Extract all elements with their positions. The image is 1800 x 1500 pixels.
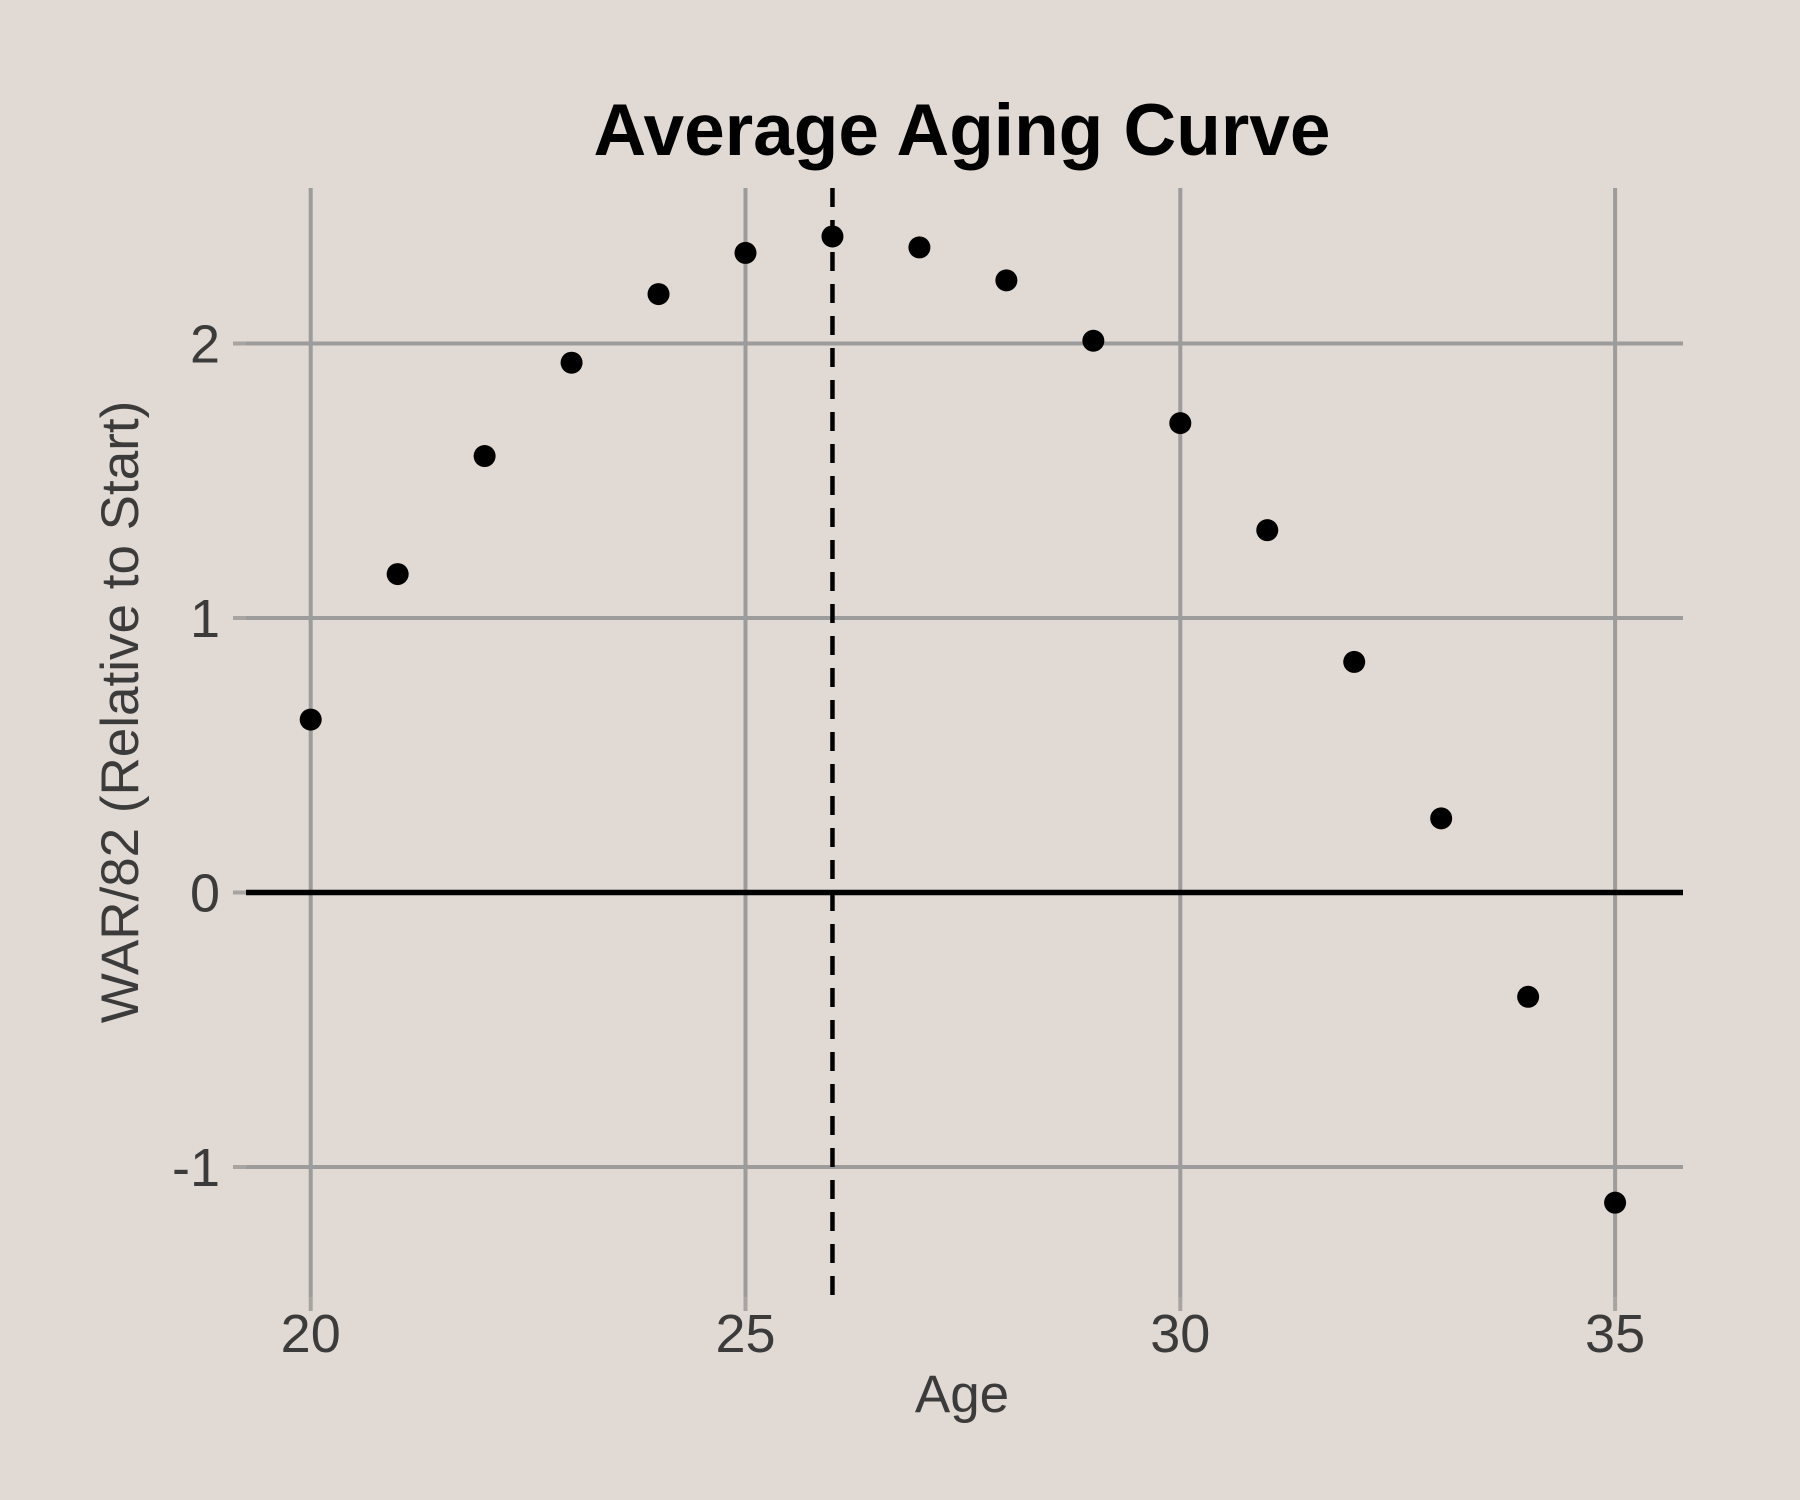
chart-title: Average Aging Curve	[594, 90, 1331, 171]
y-tick-label-0: 0	[190, 864, 220, 924]
data-point-age-32	[1343, 650, 1366, 673]
data-point-age-21	[386, 563, 409, 586]
data-points-group	[299, 225, 1627, 1214]
data-point-age-25	[734, 241, 757, 264]
y-tick-label--1: -1	[172, 1138, 220, 1198]
data-point-age-35	[1604, 1191, 1627, 1214]
x-tick-label-30: 30	[1150, 1304, 1210, 1364]
x-tick-label-35: 35	[1585, 1304, 1645, 1364]
gridlines-group	[246, 188, 1683, 1297]
data-point-age-31	[1256, 519, 1279, 542]
data-point-age-30	[1169, 412, 1192, 435]
data-point-age-29	[1082, 329, 1105, 352]
data-point-age-20	[299, 708, 322, 731]
tick-marks-group	[233, 341, 1618, 1311]
tick-labels-group: 20 25 30 35 -1 0 1 2	[172, 315, 1645, 1365]
x-axis-title: Age	[915, 1365, 1009, 1424]
y-axis-title: WAR/82 (Relative to Start)	[91, 401, 150, 1023]
data-point-age-34	[1517, 985, 1540, 1008]
data-point-age-23	[560, 351, 583, 374]
x-tick-label-25: 25	[715, 1304, 775, 1364]
y-tick-label-1: 1	[190, 589, 220, 649]
data-point-age-28	[995, 269, 1018, 292]
x-tick-label-20: 20	[281, 1304, 341, 1364]
data-point-age-26	[821, 225, 844, 248]
y-tick-label-2: 2	[190, 315, 220, 375]
data-point-age-27	[908, 236, 931, 259]
data-point-age-22	[473, 445, 496, 468]
data-point-age-33	[1430, 807, 1453, 830]
data-point-age-24	[647, 283, 670, 306]
reference-lines-group	[246, 188, 1683, 1297]
